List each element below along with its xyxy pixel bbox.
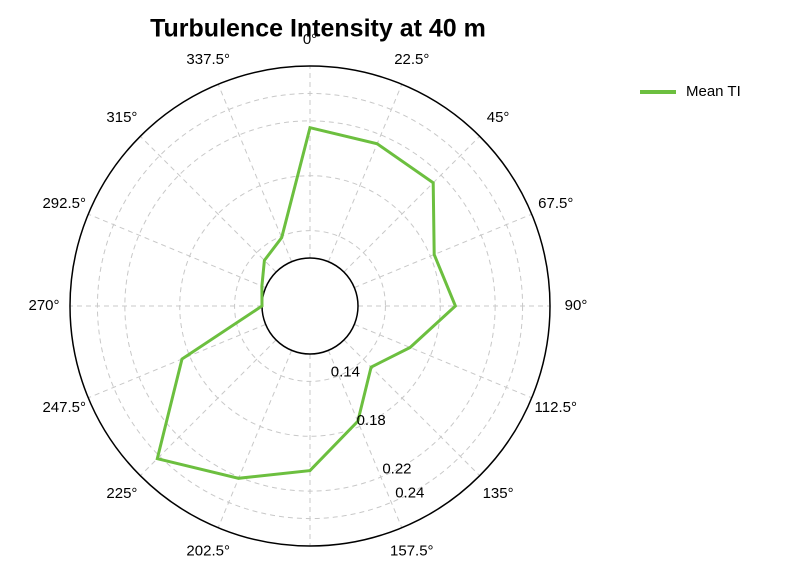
grid-spoke xyxy=(343,135,481,273)
angle-label: 157.5° xyxy=(390,543,434,560)
series-line xyxy=(155,125,458,480)
r-tick-label: 0.22 xyxy=(382,460,411,477)
r-tick-label: 0.24 xyxy=(395,485,424,502)
angle-label: 225° xyxy=(106,485,137,502)
grid-spoke xyxy=(217,84,293,262)
angle-label: 202.5° xyxy=(186,543,230,560)
angle-label: 337.5° xyxy=(186,51,230,68)
grid-spoke xyxy=(88,213,266,289)
angle-label: 90° xyxy=(565,297,588,314)
grid-spoke xyxy=(354,323,532,399)
outer-circle xyxy=(69,65,551,547)
r-tick-label: 0.14 xyxy=(331,364,360,381)
chart-title: Turbulence Intensity at 40 m xyxy=(150,15,486,43)
grid-line xyxy=(96,92,524,520)
angle-label: 67.5° xyxy=(538,195,573,212)
angle-label: 135° xyxy=(483,485,514,502)
r-tick-label: 0.18 xyxy=(357,412,386,429)
grid-spoke xyxy=(354,213,532,289)
grid-spoke xyxy=(327,84,403,262)
grid-line xyxy=(234,230,386,382)
grid-spoke xyxy=(139,135,277,273)
grid-spoke xyxy=(139,339,277,477)
angle-label: 270° xyxy=(28,297,59,314)
angle-label: 292.5° xyxy=(42,195,86,212)
grid-spoke xyxy=(88,323,266,399)
legend-label: Mean TI xyxy=(686,83,741,100)
angle-label: 247.5° xyxy=(42,399,86,416)
grid-spoke xyxy=(217,350,293,528)
grid-spoke xyxy=(343,339,481,477)
angle-label: 0° xyxy=(303,31,317,48)
grid-line xyxy=(124,120,496,492)
grid-spoke xyxy=(327,350,403,528)
angle-label: 112.5° xyxy=(535,399,577,416)
angle-label: 315° xyxy=(106,109,137,126)
inner-circle xyxy=(261,257,359,355)
grid-line xyxy=(179,175,441,437)
angle-label: 45° xyxy=(487,109,510,126)
angle-label: 22.5° xyxy=(394,51,429,68)
